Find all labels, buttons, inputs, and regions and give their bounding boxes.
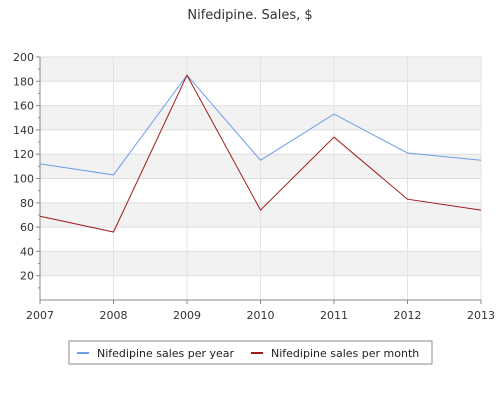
y-tick-label: 80 [20, 197, 34, 210]
x-tick-label: 2008 [100, 309, 128, 322]
x-tick-label: 2011 [320, 309, 348, 322]
series-lines [39, 74, 482, 233]
axes [36, 56, 482, 304]
y-axis-labels: 20 40 60 80 100 120 140 160 180 200 [13, 51, 34, 283]
y-tick-label: 120 [13, 148, 34, 161]
legend: Nifedipine sales per year Nifedipine sale… [68, 340, 433, 365]
y-tick-label: 20 [20, 270, 34, 283]
y-tick-label: 100 [13, 173, 34, 186]
x-tick-label: 2012 [394, 309, 422, 322]
y-tick-label: 160 [13, 100, 34, 113]
x-tick-label: 2010 [247, 309, 275, 322]
y-tick-label: 60 [20, 221, 34, 234]
x-axis-labels: 2007 2008 2009 2010 2011 2012 2013 [26, 309, 495, 322]
legend-items: Nifedipine sales per year Nifedipine sale… [77, 347, 419, 360]
y-tick-label: 200 [13, 51, 34, 64]
grid-lines [39, 56, 482, 300]
x-tick-label: 2013 [467, 309, 495, 322]
y-tick-label: 180 [13, 75, 34, 88]
x-tick-label: 2007 [26, 309, 54, 322]
legend-label: Nifedipine sales per month [271, 347, 419, 360]
series-line-1 [39, 74, 482, 176]
x-tick-label: 2009 [173, 309, 201, 322]
y-tick-label: 140 [13, 124, 34, 137]
chart-title: Nifedipine. Sales, $ [187, 8, 312, 23]
y-tick-label: 40 [20, 245, 34, 258]
legend-box [68, 340, 433, 365]
legend-label: Nifedipine sales per year [97, 347, 235, 360]
series-line-2 [39, 74, 482, 233]
